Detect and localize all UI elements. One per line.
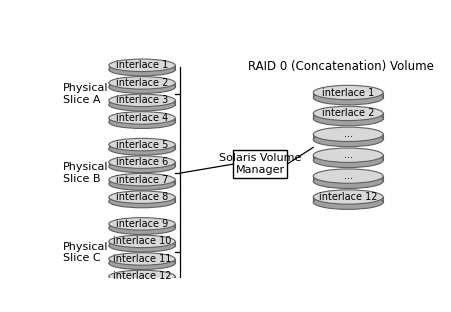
- Polygon shape: [109, 224, 175, 228]
- Text: Physical
Slice C: Physical Slice C: [63, 241, 109, 263]
- Ellipse shape: [109, 218, 175, 230]
- Polygon shape: [109, 118, 175, 122]
- Text: interlace 4: interlace 4: [116, 113, 168, 123]
- Polygon shape: [109, 241, 175, 246]
- Ellipse shape: [109, 222, 175, 234]
- Polygon shape: [109, 83, 175, 87]
- Text: interlace 1: interlace 1: [116, 60, 168, 70]
- Ellipse shape: [109, 253, 175, 265]
- Ellipse shape: [313, 85, 383, 100]
- Ellipse shape: [313, 190, 383, 204]
- Polygon shape: [109, 144, 175, 149]
- Ellipse shape: [313, 174, 383, 188]
- Text: interlace 2: interlace 2: [116, 78, 168, 88]
- Polygon shape: [313, 113, 383, 119]
- Ellipse shape: [109, 116, 175, 129]
- Ellipse shape: [109, 63, 175, 76]
- Polygon shape: [313, 92, 383, 98]
- Ellipse shape: [109, 138, 175, 151]
- Text: interlace 5: interlace 5: [116, 139, 168, 149]
- Ellipse shape: [109, 275, 175, 287]
- Ellipse shape: [313, 90, 383, 105]
- Text: Solaris Volume
Manager: Solaris Volume Manager: [219, 154, 301, 175]
- Polygon shape: [313, 134, 383, 139]
- Ellipse shape: [313, 148, 383, 162]
- Ellipse shape: [109, 77, 175, 89]
- Text: interlace 9: interlace 9: [116, 219, 168, 229]
- Text: Physical
Slice B: Physical Slice B: [63, 162, 109, 184]
- Text: ...: ...: [344, 171, 353, 181]
- Ellipse shape: [313, 132, 383, 147]
- Ellipse shape: [109, 160, 175, 173]
- Ellipse shape: [109, 178, 175, 190]
- Ellipse shape: [109, 59, 175, 71]
- Text: interlace 8: interlace 8: [116, 192, 168, 202]
- Ellipse shape: [109, 235, 175, 248]
- Ellipse shape: [313, 195, 383, 209]
- Text: interlace 3: interlace 3: [116, 95, 168, 105]
- Polygon shape: [109, 162, 175, 166]
- Polygon shape: [109, 276, 175, 281]
- Ellipse shape: [313, 153, 383, 168]
- Ellipse shape: [109, 143, 175, 155]
- Text: ...: ...: [344, 129, 353, 139]
- Polygon shape: [109, 180, 175, 184]
- Ellipse shape: [313, 111, 383, 126]
- Polygon shape: [313, 155, 383, 160]
- Text: interlace 12: interlace 12: [319, 192, 377, 202]
- Ellipse shape: [109, 191, 175, 203]
- Text: interlace 2: interlace 2: [322, 108, 374, 118]
- Bar: [233, 150, 287, 178]
- Text: interlace 10: interlace 10: [113, 236, 171, 246]
- Ellipse shape: [313, 169, 383, 183]
- Text: interlace 6: interlace 6: [116, 157, 168, 167]
- Polygon shape: [313, 176, 383, 181]
- Polygon shape: [313, 197, 383, 202]
- Ellipse shape: [313, 127, 383, 141]
- Text: Physical
Slice A: Physical Slice A: [63, 83, 109, 105]
- Polygon shape: [109, 197, 175, 202]
- Ellipse shape: [313, 106, 383, 120]
- Polygon shape: [109, 100, 175, 105]
- Text: interlace 11: interlace 11: [113, 254, 171, 264]
- Ellipse shape: [109, 173, 175, 186]
- Polygon shape: [109, 259, 175, 263]
- Ellipse shape: [109, 112, 175, 124]
- Text: interlace 12: interlace 12: [113, 271, 171, 281]
- Ellipse shape: [109, 257, 175, 270]
- Ellipse shape: [109, 195, 175, 208]
- Ellipse shape: [109, 99, 175, 111]
- Ellipse shape: [109, 270, 175, 283]
- Ellipse shape: [109, 94, 175, 107]
- Ellipse shape: [109, 81, 175, 93]
- Ellipse shape: [109, 156, 175, 168]
- Text: ...: ...: [344, 150, 353, 160]
- Ellipse shape: [109, 240, 175, 252]
- Text: interlace 7: interlace 7: [116, 175, 168, 185]
- Text: RAID 0 (Concatenation) Volume: RAID 0 (Concatenation) Volume: [249, 60, 434, 73]
- Polygon shape: [109, 65, 175, 70]
- Text: interlace 1: interlace 1: [322, 87, 374, 98]
